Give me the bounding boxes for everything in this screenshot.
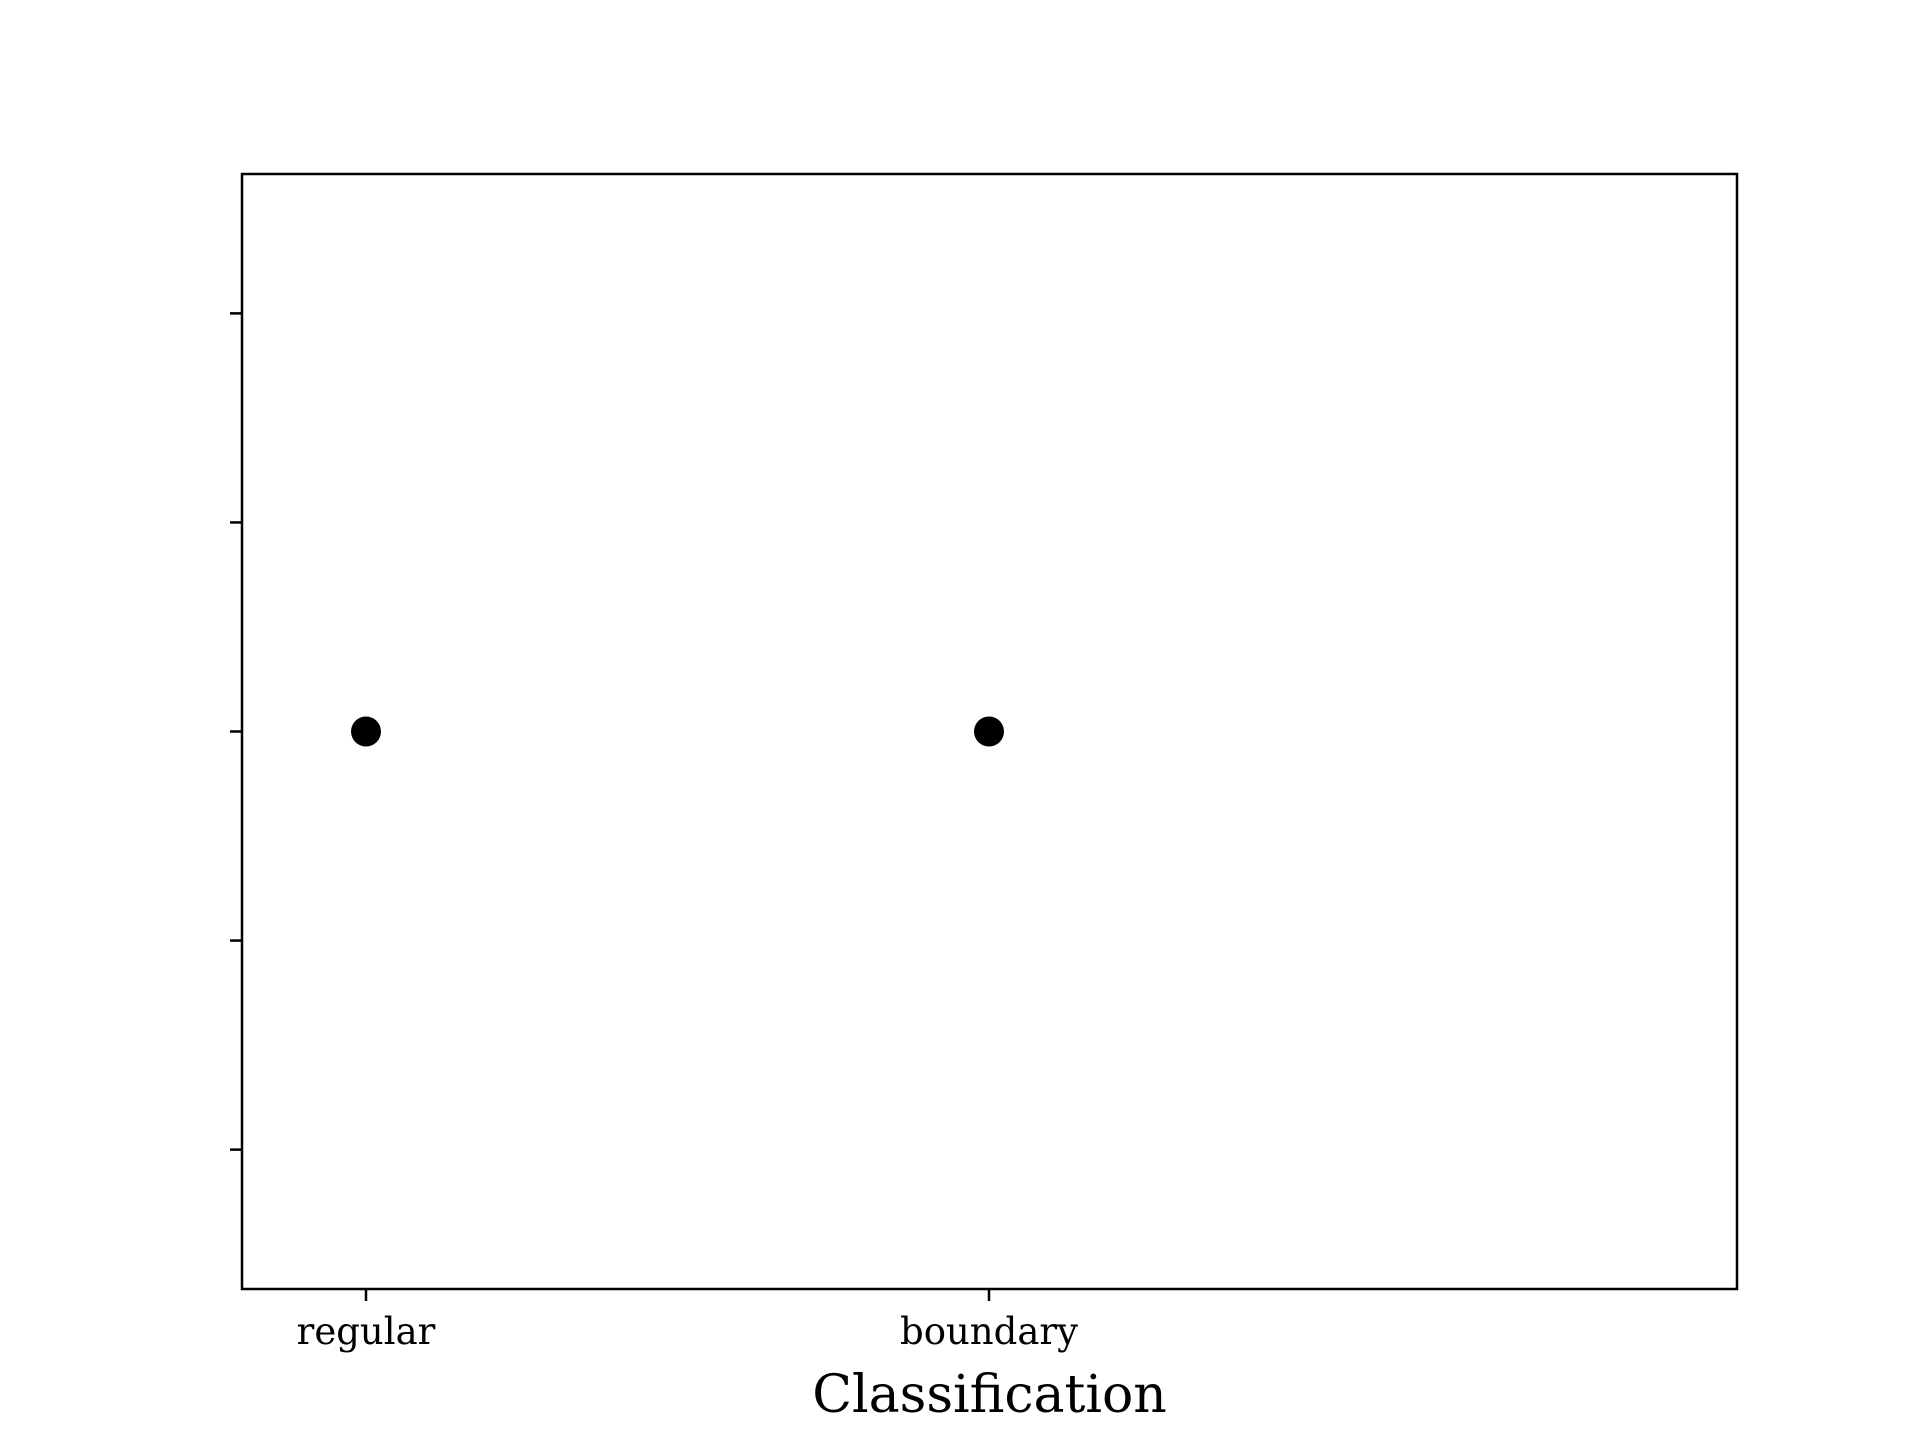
- data-points: [351, 716, 1004, 747]
- data-point-regular: [351, 716, 381, 747]
- x-axis-tick-labels: regular boundary: [297, 1310, 1078, 1353]
- x-axis-ticks: [364, 1289, 991, 1301]
- x-tick-label-regular: regular: [297, 1310, 436, 1353]
- y-axis-ticks: [230, 312, 242, 1151]
- data-point-boundary: [974, 716, 1004, 747]
- x-axis-title: Classification: [812, 1365, 1167, 1425]
- x-tick-label-boundary: boundary: [900, 1310, 1078, 1353]
